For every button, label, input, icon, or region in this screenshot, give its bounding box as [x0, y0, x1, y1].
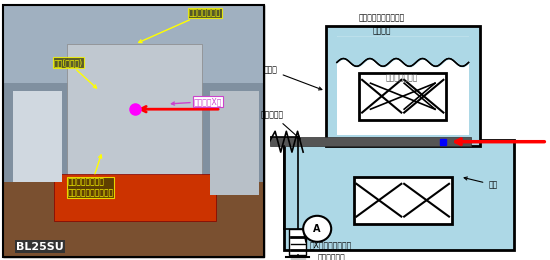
Text: 測定チャンバー: 測定チャンバー — [139, 9, 221, 43]
Text: 真空槽: 真空槽 — [264, 66, 322, 90]
Text: 試料(真空内): 試料(真空内) — [54, 58, 96, 88]
Text: 磁場発生コイル: 磁場発生コイル — [385, 74, 417, 82]
Text: 液体窒素: 液体窒素 — [372, 27, 391, 36]
FancyBboxPatch shape — [359, 73, 446, 120]
Text: 円偏光軟X線: 円偏光軟X線 — [172, 97, 222, 106]
FancyBboxPatch shape — [3, 5, 264, 257]
FancyBboxPatch shape — [13, 91, 62, 182]
FancyBboxPatch shape — [284, 140, 514, 250]
FancyBboxPatch shape — [354, 177, 452, 224]
Text: の電流アンプ: の電流アンプ — [317, 253, 345, 260]
Circle shape — [303, 216, 331, 242]
FancyBboxPatch shape — [67, 44, 202, 187]
FancyBboxPatch shape — [210, 91, 258, 195]
FancyBboxPatch shape — [3, 5, 264, 83]
FancyBboxPatch shape — [3, 179, 264, 257]
Text: 軟X線吸収量測定用: 軟X線吸収量測定用 — [310, 240, 353, 249]
Text: 試料: 試料 — [464, 177, 498, 189]
Text: 磁場発生コイル冷却用: 磁場発生コイル冷却用 — [359, 14, 405, 23]
Text: 磁場発生コイルは
測定チャンバーの中央: 磁場発生コイルは 測定チャンバーの中央 — [67, 155, 114, 197]
Text: 試料ロッド: 試料ロッド — [261, 110, 300, 139]
Text: A: A — [314, 224, 321, 234]
FancyBboxPatch shape — [3, 78, 264, 182]
FancyBboxPatch shape — [270, 137, 471, 146]
FancyBboxPatch shape — [289, 229, 306, 255]
FancyBboxPatch shape — [326, 26, 480, 146]
Text: BL25SU: BL25SU — [16, 242, 64, 252]
FancyBboxPatch shape — [337, 36, 469, 135]
FancyBboxPatch shape — [54, 174, 216, 221]
